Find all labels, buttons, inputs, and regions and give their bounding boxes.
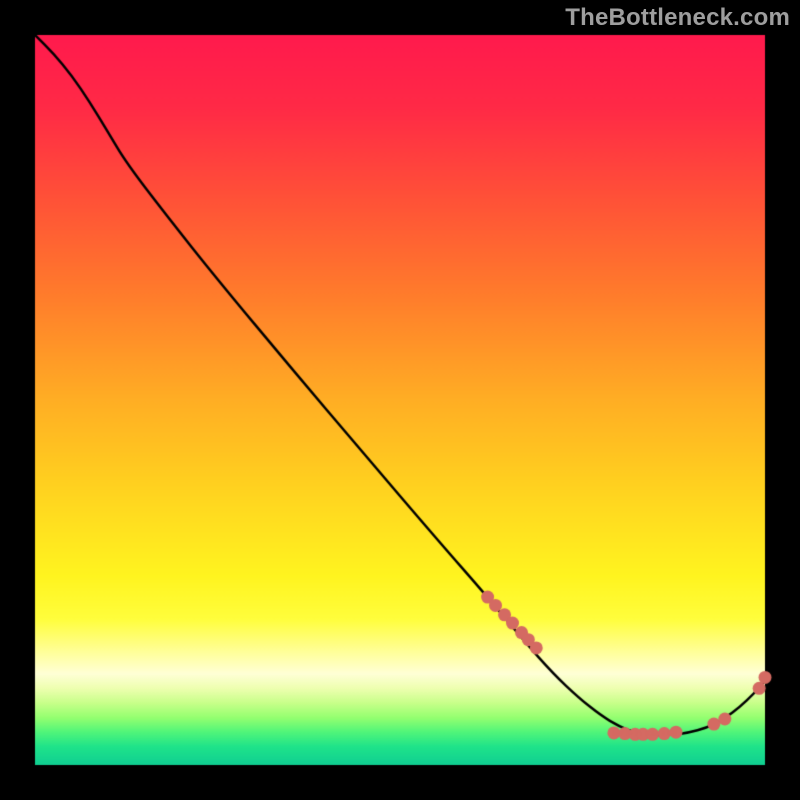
bottleneck-chart-canvas bbox=[0, 0, 800, 800]
chart-container: TheBottleneck.com bbox=[0, 0, 800, 800]
watermark-text: TheBottleneck.com bbox=[565, 4, 790, 32]
